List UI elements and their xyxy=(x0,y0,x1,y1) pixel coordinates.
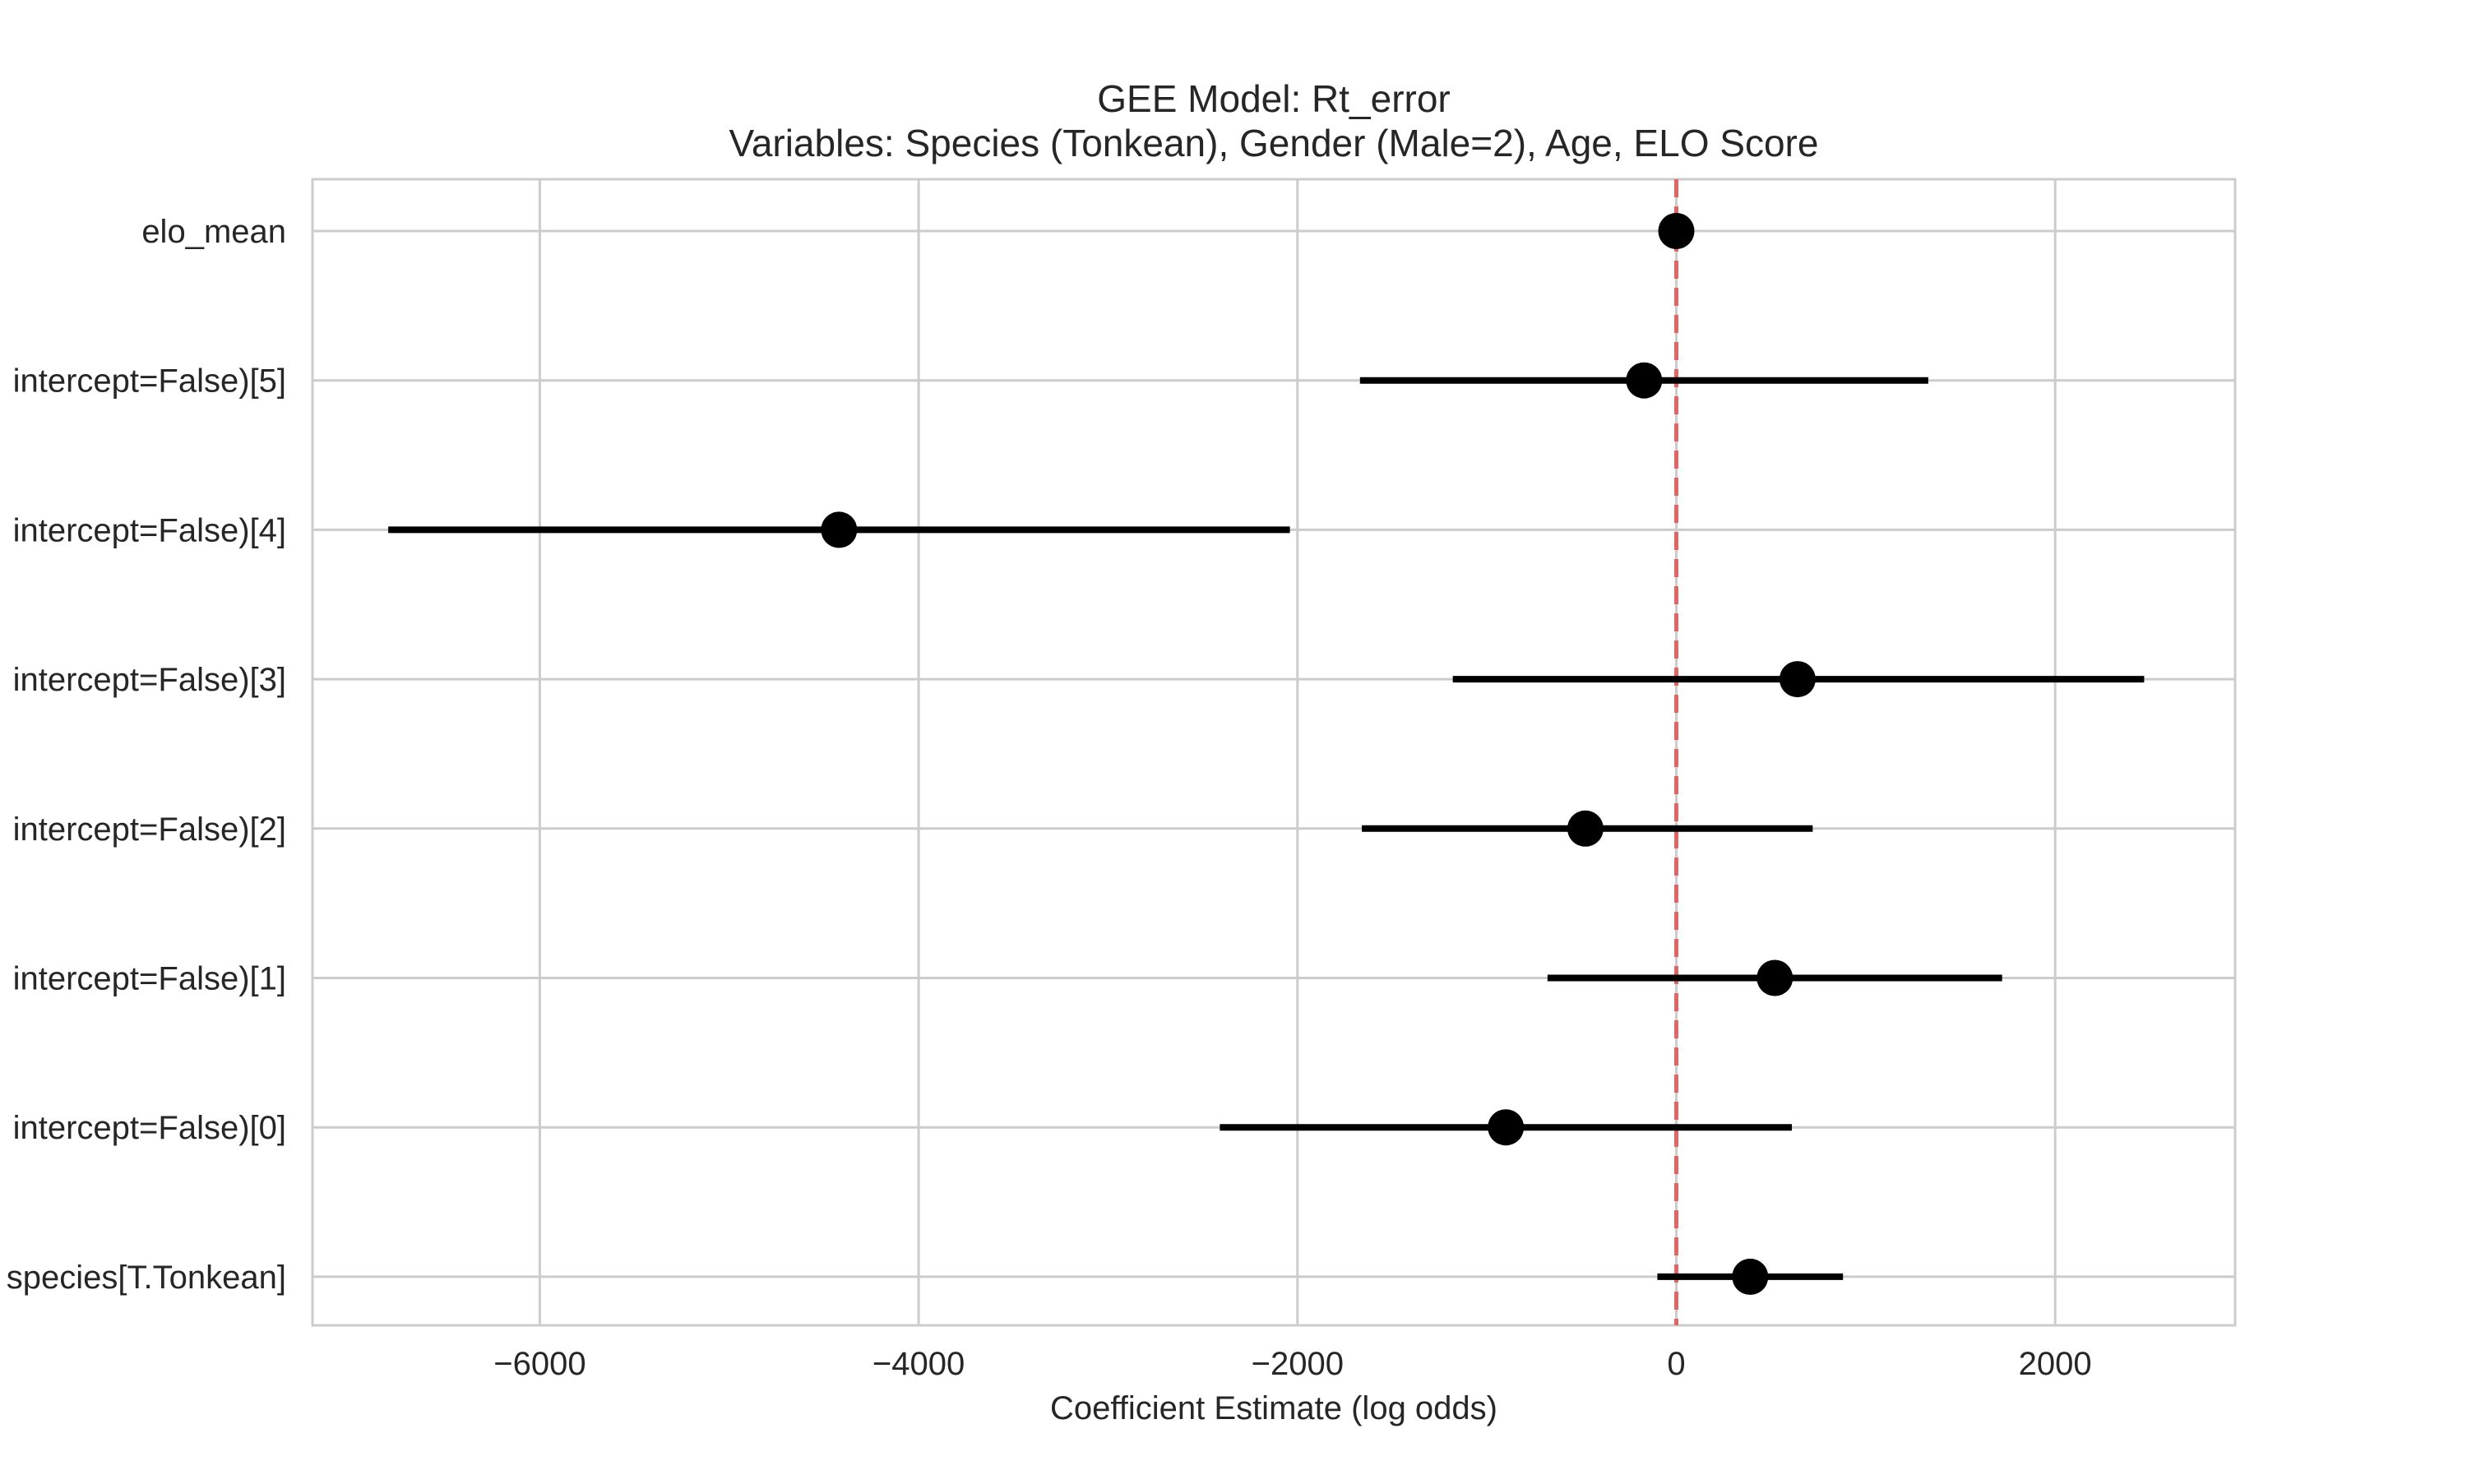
x-tick-label: −6000 xyxy=(493,1346,586,1382)
estimate-point xyxy=(1757,959,1794,996)
y-tick-label: intercept=False)[3] xyxy=(13,662,286,698)
plot-frame xyxy=(311,178,2237,1327)
y-tick-label: intercept=False)[4] xyxy=(13,512,286,548)
estimate-point xyxy=(1488,1109,1525,1146)
x-tick-label: 2000 xyxy=(2019,1346,2092,1382)
y-tick-label: intercept=False)[0] xyxy=(13,1110,286,1146)
estimate-point xyxy=(1567,810,1604,847)
y-tick-label: intercept=False)[2] xyxy=(13,811,286,848)
estimate-points xyxy=(821,213,1816,1295)
chart-title-line-2: Variables: Species (Tonkean), Gender (Ma… xyxy=(729,122,1819,164)
y-tick-label: intercept=False)[1] xyxy=(13,961,286,997)
estimate-point xyxy=(821,511,858,548)
y-tick-label: intercept=False)[5] xyxy=(13,363,286,400)
chart-title-line-1: GEE Model: Rt_error xyxy=(1097,77,1450,120)
x-tick-label: −4000 xyxy=(872,1346,965,1382)
x-axis-label: Coefficient Estimate (log odds) xyxy=(1050,1390,1497,1426)
x-tick-label: −2000 xyxy=(1252,1346,1344,1382)
y-tick-labels: elo_mean intercept=False)[5] intercept=Fal… xyxy=(7,214,286,1296)
estimate-point xyxy=(1658,213,1695,249)
estimate-point xyxy=(1779,661,1816,698)
x-tick-label: 0 xyxy=(1667,1346,1685,1382)
y-tick-label: elo_mean xyxy=(141,214,286,250)
y-tick-label: species[T.Tonkean] xyxy=(7,1260,286,1296)
grid-layer xyxy=(312,179,2235,1325)
estimate-point xyxy=(1732,1258,1769,1295)
estimate-point xyxy=(1626,362,1663,399)
x-tick-labels: −6000 −4000 −2000 0 2000 xyxy=(493,1346,2091,1382)
